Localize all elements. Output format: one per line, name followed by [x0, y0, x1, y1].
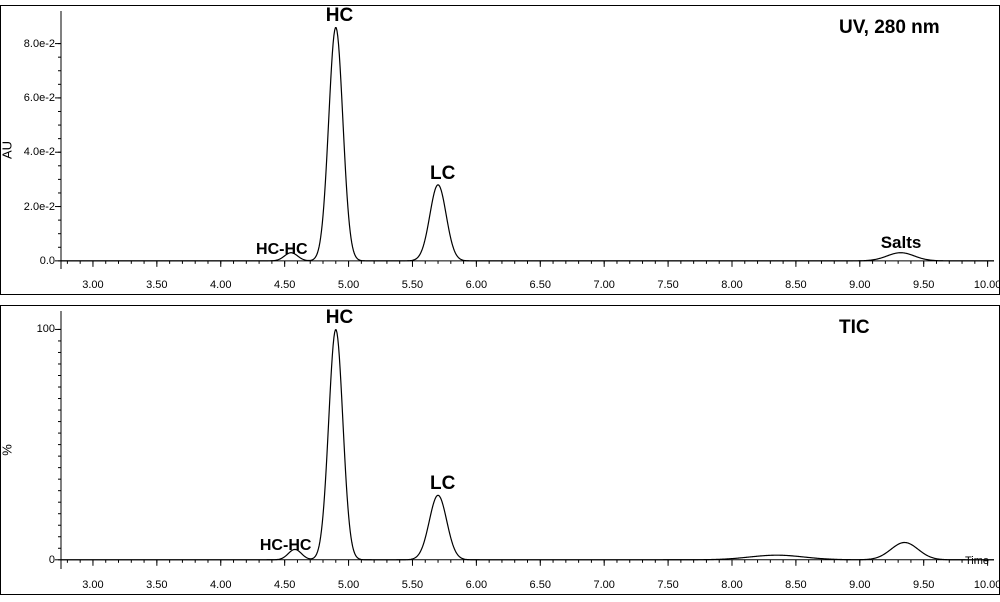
peak-label-hc: HC: [326, 5, 353, 27]
x-tick-label: 4.50: [274, 279, 295, 291]
x-tick-label: 9.50: [913, 279, 934, 291]
x-tick-label: 8.50: [785, 279, 806, 291]
x-tick-label: 9.50: [913, 579, 934, 591]
x-tick-label: 4.50: [274, 579, 295, 591]
x-tick-label: 7.00: [593, 579, 614, 591]
x-tick-label: 4.00: [210, 279, 231, 291]
x-tick-label: 6.00: [466, 279, 487, 291]
x-tick-label: 3.00: [82, 279, 103, 291]
y-axis-label-top: AU: [0, 141, 15, 159]
chromatogram-figure: AU 0.0 2.0e-2 4.0e-2 6.0e-2 8.0e-2 3.00 3.50 4.…: [0, 0, 1000, 602]
chromatogram-trace: [61, 28, 994, 261]
x-tick-label: 5.00: [338, 279, 359, 291]
panel-title: UV, 280 nm: [839, 17, 940, 39]
peak-label-lc: LC: [430, 473, 455, 495]
x-tick-label: 8.50: [785, 579, 806, 591]
plot-area-top: [61, 11, 994, 269]
x-tick-label: 3.50: [146, 279, 167, 291]
y-tick-label: 6.0e-2: [24, 92, 59, 104]
x-tick-label: 10.00: [974, 279, 1000, 291]
x-tick-label: 8.00: [721, 279, 742, 291]
x-tick-label: 5.50: [402, 579, 423, 591]
peak-label-hc-hc: HC-HC: [260, 537, 312, 555]
x-tick-label: 9.00: [849, 279, 870, 291]
y-tick-label: 8.0e-2: [24, 38, 59, 50]
x-tick-label: 8.00: [721, 579, 742, 591]
peak-label-salts: Salts: [881, 233, 922, 253]
x-tick-label: 6.50: [530, 279, 551, 291]
x-tick-label: 10.00: [974, 579, 1000, 591]
peak-label-hc: HC: [326, 307, 353, 329]
y-tick-label: 0.0: [40, 255, 59, 267]
x-tick-label: 3.50: [146, 579, 167, 591]
y-tick-label: 2.0e-2: [24, 201, 59, 213]
x-tick-label: 7.00: [593, 279, 614, 291]
x-tick-label: 6.50: [530, 579, 551, 591]
bottom-panel-tic: % 0 100 3.00 3.50 4.00 4.50 5.00 5.50 6.00 6.50 7.…: [0, 305, 1000, 595]
x-tick-label: 5.50: [402, 279, 423, 291]
x-tick-label: 3.00: [82, 579, 103, 591]
x-tick-label: 4.00: [210, 579, 231, 591]
y-tick-label: 100: [37, 323, 59, 335]
top-panel-uv: AU 0.0 2.0e-2 4.0e-2 6.0e-2 8.0e-2 3.00 3.50 4.…: [0, 5, 1000, 295]
x-tick-label: 7.50: [657, 579, 678, 591]
peak-label-lc: LC: [430, 163, 455, 185]
panel-title: TIC: [839, 317, 870, 339]
x-tick-label: 6.00: [466, 579, 487, 591]
y-tick-label: 0: [49, 554, 59, 566]
x-tick-label: 5.00: [338, 579, 359, 591]
peak-label-hc-hc: HC-HC: [256, 241, 308, 259]
x-tick-label: 7.50: [657, 279, 678, 291]
y-tick-label: 4.0e-2: [24, 146, 59, 158]
x-tick-label: 9.00: [849, 579, 870, 591]
chromatogram-trace: [61, 330, 994, 560]
x-axis-title: Time: [965, 555, 989, 567]
y-axis-label-bottom: %: [0, 444, 15, 456]
plot-area-bottom: [61, 311, 994, 569]
